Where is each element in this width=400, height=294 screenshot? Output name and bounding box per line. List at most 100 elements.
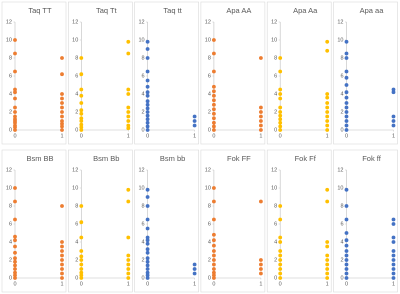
x-tick-label: 0	[80, 133, 83, 139]
y-tick-label: 4	[274, 239, 277, 245]
point	[278, 87, 283, 92]
point	[126, 114, 131, 119]
x-tick-label: 1	[193, 133, 196, 139]
point	[391, 262, 396, 267]
point	[344, 119, 349, 123]
point	[13, 120, 17, 125]
y-tick-label: 6	[142, 73, 145, 79]
y-tick-label: 12	[138, 19, 144, 25]
point	[79, 276, 84, 280]
point	[13, 217, 17, 222]
point	[126, 253, 131, 258]
point	[145, 113, 150, 118]
y-tick-label: 10	[6, 37, 12, 43]
point	[13, 90, 17, 95]
y-tick-label: 2	[9, 257, 12, 263]
point	[145, 270, 150, 275]
y-tick-label: 12	[337, 19, 343, 25]
y-tick-label: 10	[205, 185, 211, 191]
x-tick-label: 1	[60, 133, 63, 139]
point	[145, 276, 150, 280]
point	[145, 84, 150, 89]
y-tick-label: 10	[337, 185, 343, 191]
point	[391, 258, 396, 262]
point	[60, 92, 64, 96]
point	[212, 249, 216, 253]
x-tick-label: 1	[127, 281, 130, 287]
panel-border	[1, 149, 67, 293]
y-tick-label: 2	[274, 109, 277, 115]
point	[13, 256, 17, 261]
y-tick-label: 2	[142, 109, 145, 115]
y-tick-label: 12	[72, 19, 78, 25]
x-tick-label: 0	[146, 281, 149, 287]
y-tick-label: 8	[75, 203, 78, 209]
x-tick-label: 0	[13, 133, 16, 139]
point	[126, 51, 131, 56]
y-tick-label: 0	[142, 275, 145, 281]
point	[13, 270, 17, 275]
point	[212, 51, 216, 56]
point	[145, 195, 150, 199]
point	[192, 262, 197, 267]
point	[278, 217, 283, 222]
panel-border	[200, 1, 266, 145]
y-tick-label: 4	[9, 91, 12, 97]
point	[325, 105, 330, 110]
point	[126, 187, 131, 192]
point	[79, 125, 84, 130]
y-tick-label: 2	[9, 109, 12, 115]
y-tick-label: 10	[6, 185, 12, 191]
point	[192, 119, 197, 123]
y-tick-label: 10	[138, 37, 144, 43]
point	[79, 128, 84, 132]
point	[145, 238, 150, 243]
point	[13, 38, 17, 42]
y-tick-label: 0	[340, 127, 343, 133]
point	[145, 259, 150, 264]
point	[212, 84, 216, 89]
point	[391, 217, 396, 222]
point	[79, 119, 84, 123]
point	[212, 93, 216, 98]
point	[145, 90, 150, 95]
point	[79, 101, 84, 105]
point	[60, 258, 64, 262]
point	[325, 92, 330, 96]
y-tick-label: 4	[9, 239, 12, 245]
point	[60, 249, 64, 253]
point	[60, 72, 64, 77]
point	[278, 96, 283, 101]
point	[126, 235, 131, 240]
point	[145, 267, 150, 271]
panel-title: Fok FF	[227, 154, 251, 163]
point	[192, 123, 197, 128]
point	[212, 69, 216, 74]
y-tick-label: 8	[142, 55, 145, 61]
point	[79, 267, 84, 271]
y-tick-label: 2	[208, 257, 211, 263]
point	[391, 249, 396, 253]
point	[60, 124, 64, 129]
point	[212, 102, 216, 107]
y-tick-label: 12	[138, 167, 144, 173]
point	[212, 38, 216, 42]
point	[145, 247, 150, 252]
point	[344, 101, 349, 105]
point	[145, 106, 150, 111]
y-tick-label: 0	[274, 275, 277, 281]
y-tick-label: 0	[9, 275, 12, 281]
point	[325, 262, 330, 267]
point	[325, 258, 330, 262]
y-tick-label: 8	[208, 203, 211, 209]
point	[391, 119, 396, 123]
point	[259, 267, 263, 271]
point	[60, 119, 64, 123]
x-tick-label: 1	[392, 281, 395, 287]
point	[344, 39, 349, 44]
point	[79, 220, 84, 225]
point	[212, 120, 216, 125]
point	[145, 250, 150, 255]
point	[212, 253, 216, 258]
point	[60, 110, 64, 114]
